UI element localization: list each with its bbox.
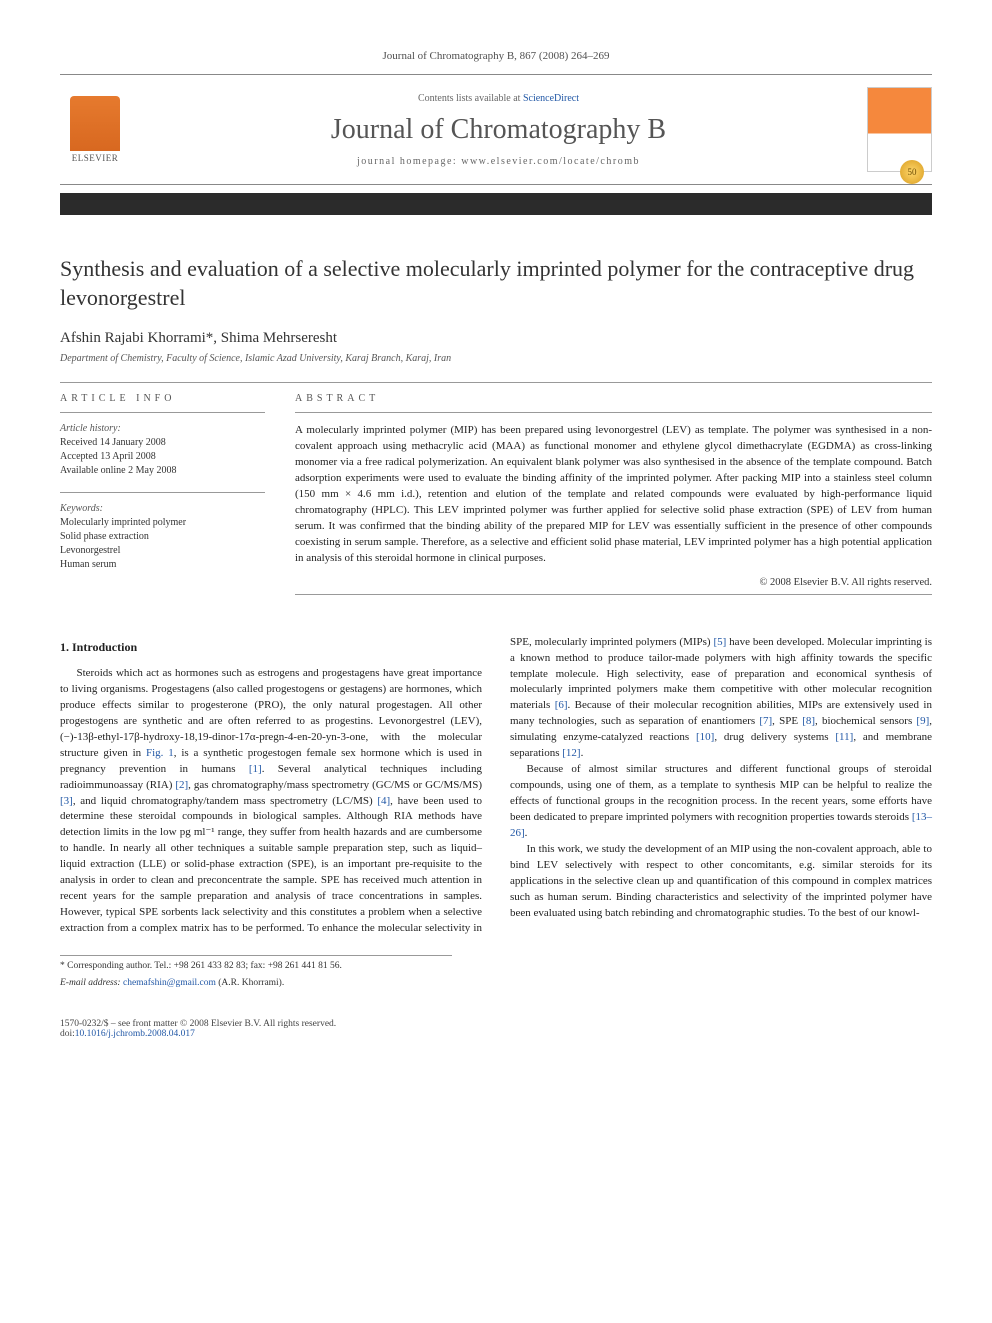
elsevier-tree-icon [70,96,120,151]
keywords-block: Keywords: Molecularly imprinted polymer … [60,503,265,572]
abstract-copyright: © 2008 Elsevier B.V. All rights reserved… [295,577,932,588]
header-separator-bar [60,193,932,215]
page-footer: 1570-0232/$ – see front matter © 2008 El… [60,1019,932,1039]
citation-ref[interactable]: [11] [835,731,853,743]
keywords-label: Keywords: [60,503,265,514]
body-paragraph: Because of almost similar structures and… [510,762,932,842]
citation-ref[interactable]: [12] [562,747,580,759]
citation-ref[interactable]: [6] [555,699,568,711]
keyword: Human serum [60,558,265,572]
email-suffix: (A.R. Khorrami). [216,978,284,988]
sciencedirect-link[interactable]: ScienceDirect [523,93,579,104]
rule [60,412,265,413]
article-info-label: ARTICLE INFO [60,393,265,404]
front-matter-line: 1570-0232/$ – see front matter © 2008 El… [60,1019,336,1029]
contents-available: Contents lists available at ScienceDirec… [130,93,867,104]
citation-ref[interactable]: [3] [60,795,73,807]
rule [295,412,932,413]
citation-ref[interactable]: [4] [377,795,390,807]
abstract-label: ABSTRACT [295,393,932,404]
citation-ref[interactable]: [5] [713,636,726,648]
citation-ref[interactable]: [1] [249,763,262,775]
citation-ref[interactable]: [2] [175,779,188,791]
article-body: 1. Introduction Steroids which act as ho… [60,635,932,937]
email-footnote: E-mail address: chemafshin@gmail.com (A.… [60,977,932,990]
doi-link[interactable]: 10.1016/j.jchromb.2008.04.017 [75,1029,195,1039]
keyword: Molecularly imprinted polymer [60,516,265,530]
doi-line: doi:10.1016/j.jchromb.2008.04.017 [60,1029,336,1039]
citation-ref[interactable]: [9] [916,715,929,727]
contents-prefix: Contents lists available at [418,93,523,104]
article-title: Synthesis and evaluation of a selective … [60,255,932,312]
history-label: Article history: [60,423,265,434]
rule [60,492,265,493]
email-link[interactable]: chemafshin@gmail.com [123,978,216,988]
keyword: Solid phase extraction [60,530,265,544]
journal-name: Journal of Chromatography B [130,114,867,146]
citation-ref[interactable]: [8] [802,715,815,727]
affiliation: Department of Chemistry, Faculty of Scie… [60,353,932,364]
figure-ref[interactable]: Fig. 1 [146,747,174,759]
journal-citation: Journal of Chromatography B, 867 (2008) … [60,50,932,62]
history-accepted: Accepted 13 April 2008 [60,450,265,464]
citation-ref[interactable]: [7] [759,715,772,727]
body-paragraph: In this work, we study the development o… [510,842,932,922]
section-heading-introduction: 1. Introduction [60,639,482,656]
history-received: Received 14 January 2008 [60,436,265,450]
footnote-rule [60,955,452,956]
rule [295,594,932,595]
anniversary-badge: 50 [900,160,924,184]
homepage-url: www.elsevier.com/locate/chromb [461,156,640,167]
citation-ref[interactable]: [10] [696,731,714,743]
keyword: Levonorgestrel [60,544,265,558]
article-history: Article history: Received 14 January 200… [60,423,265,478]
elsevier-logo: ELSEVIER [60,90,130,170]
authors: Afshin Rajabi Khorrami*, Shima Mehrseres… [60,330,932,347]
corresponding-author-footnote: * Corresponding author. Tel.: +98 261 43… [60,960,932,973]
elsevier-label: ELSEVIER [72,153,119,163]
journal-header: ELSEVIER Contents lists available at Sci… [60,74,932,185]
journal-cover-thumb [867,87,932,172]
abstract-text: A molecularly imprinted polymer (MIP) ha… [295,423,932,566]
history-online: Available online 2 May 2008 [60,464,265,478]
rule [60,382,932,383]
email-label: E-mail address: [60,978,123,988]
homepage-prefix: journal homepage: [357,156,461,167]
journal-homepage: journal homepage: www.elsevier.com/locat… [130,156,867,167]
